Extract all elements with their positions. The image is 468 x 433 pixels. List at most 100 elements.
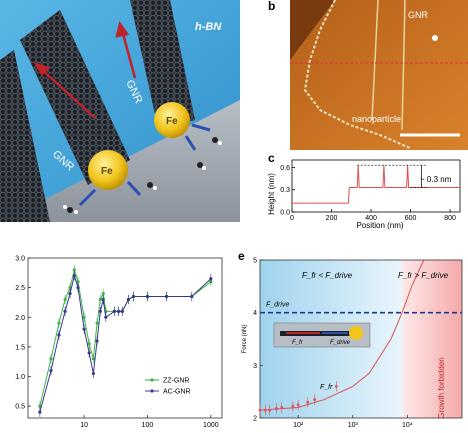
data-point bbox=[164, 294, 169, 299]
data-point bbox=[112, 309, 116, 313]
panel-b: b GNR nanoparticle bbox=[260, 0, 468, 150]
data-point bbox=[126, 297, 131, 302]
x-tick-label: 200 bbox=[326, 215, 338, 222]
precursor-molecules bbox=[67, 137, 218, 213]
legend-marker bbox=[150, 389, 154, 393]
afm-nanoparticle-label: nanoparticle bbox=[352, 114, 401, 124]
data-point bbox=[258, 408, 262, 412]
series-line-0 bbox=[39, 267, 212, 407]
data-point bbox=[95, 321, 99, 325]
right-region-label: F_fr > F_drive bbox=[398, 271, 449, 280]
afm-step-edge bbox=[303, 0, 411, 149]
data-point bbox=[101, 291, 105, 296]
panel-a: h-BN GNR GNR Fe Fe bbox=[0, 0, 240, 222]
data-point bbox=[49, 357, 53, 361]
data-point bbox=[57, 333, 61, 337]
data-point bbox=[91, 357, 95, 361]
data-point bbox=[87, 342, 91, 346]
x-tick-label: 800 bbox=[444, 215, 456, 222]
y-tick-label: 1.0 bbox=[15, 374, 25, 381]
plot-frame bbox=[259, 259, 463, 419]
y-tick-label: 2.5 bbox=[15, 285, 25, 292]
inset-particle bbox=[349, 326, 363, 340]
x-tick-label: 0 bbox=[290, 215, 294, 222]
data-point bbox=[263, 408, 267, 412]
step-height-label: ~ 0.3 nm bbox=[420, 175, 452, 184]
data-point bbox=[82, 327, 86, 331]
data-point bbox=[63, 297, 67, 302]
data-point bbox=[63, 309, 67, 313]
data-point bbox=[313, 398, 317, 401]
data-point bbox=[95, 339, 99, 343]
data-point bbox=[306, 400, 310, 404]
afm-background bbox=[290, 0, 468, 150]
data-point bbox=[275, 407, 278, 410]
position-axis-label: Position (nm) bbox=[356, 221, 403, 230]
growth-forbidden-label: Growth forbidden bbox=[437, 357, 446, 418]
x-tick-label: 10 bbox=[80, 422, 88, 429]
precursor-hydrogens bbox=[63, 141, 222, 214]
data-point bbox=[101, 297, 105, 302]
afm-gnr-line-1 bbox=[371, 0, 379, 121]
energy-chart: 10 100 1000 0.5 1.0 1.5 2.0 2.5 3.0 ZZ-GNR AC-GNR bbox=[15, 256, 223, 429]
profile-frame bbox=[291, 159, 461, 213]
x-tick-label: 10⁴ bbox=[402, 422, 413, 429]
afm-gnr-label: GNR bbox=[408, 10, 429, 20]
data-point bbox=[334, 385, 338, 388]
data-point bbox=[76, 286, 80, 290]
left-region-label: F_fr < F_drive bbox=[302, 271, 353, 280]
legend-label: ZZ-GNR bbox=[163, 378, 189, 385]
y-tick-label: 3.0 bbox=[15, 256, 25, 263]
forbidden-region bbox=[402, 260, 462, 418]
inset-drive-label: F_drive bbox=[330, 340, 351, 346]
particle-label-right: Fe bbox=[166, 116, 178, 127]
afm-particle bbox=[432, 35, 438, 41]
legend-label: AC-GNR bbox=[163, 389, 191, 396]
panel-c: c Height (nm) Position (nm) ~ 0.3 nm 0 20… bbox=[260, 152, 468, 230]
data-point bbox=[49, 368, 53, 373]
data-point bbox=[280, 406, 284, 409]
panel-label-e: e bbox=[238, 249, 245, 263]
y-tick-label: 4 bbox=[253, 310, 257, 317]
fe-particle-right bbox=[154, 102, 190, 138]
data-point bbox=[291, 405, 295, 408]
data-point bbox=[82, 315, 86, 319]
x-tick-label: 600 bbox=[405, 215, 417, 222]
y-tick-label: 5 bbox=[253, 258, 257, 265]
data-point bbox=[104, 315, 108, 319]
afm-image: b GNR nanoparticle bbox=[268, 0, 468, 150]
x-tick-label: 400 bbox=[365, 215, 377, 222]
y-tick-label: 0.6 bbox=[280, 165, 290, 172]
gnr-ribbon-edge bbox=[0, 50, 50, 222]
data-point bbox=[72, 268, 76, 272]
plot-frame bbox=[27, 257, 223, 419]
data-point bbox=[38, 410, 42, 414]
x-tick-label: 100 bbox=[142, 422, 154, 429]
height-profile-chart: c Height (nm) Position (nm) ~ 0.3 nm 0 20… bbox=[267, 152, 461, 230]
height-axis-label: Height (nm) bbox=[267, 173, 276, 215]
x-tick-label: 10² bbox=[293, 422, 304, 429]
fe-particle-left bbox=[88, 150, 128, 190]
data-point bbox=[57, 321, 61, 325]
panel-e: 10² 10³ 10⁴ 2 3 4 5 Force (nN) F_fr < F_drive F_f… bbox=[230, 248, 468, 433]
data-point bbox=[131, 294, 136, 299]
height-profile-line bbox=[292, 165, 460, 204]
inset-friction-label: F_fr bbox=[292, 340, 304, 346]
y-tick-label: 0.5 bbox=[15, 404, 25, 411]
gnr-ribbon-right bbox=[130, 0, 195, 128]
afm-lower-terrace bbox=[290, 0, 335, 60]
data-point bbox=[98, 309, 102, 313]
y-tick-label: 2.0 bbox=[15, 315, 25, 322]
panel-label-b: b bbox=[268, 0, 275, 13]
gnr-ribbon-left bbox=[20, 10, 130, 185]
data-point bbox=[98, 297, 102, 302]
y-tick-label: 2 bbox=[253, 416, 257, 423]
panel-d: 10 100 1000 0.5 1.0 1.5 2.0 2.5 3.0 ZZ-GNR AC-GNR bbox=[0, 248, 230, 433]
substrate-label: h-BN bbox=[195, 21, 222, 33]
data-point bbox=[120, 309, 124, 313]
data-point bbox=[91, 371, 95, 376]
data-point bbox=[268, 408, 272, 412]
drive-force-label: F_drive bbox=[266, 302, 289, 309]
friction-curve bbox=[259, 259, 425, 411]
data-point bbox=[145, 294, 150, 299]
